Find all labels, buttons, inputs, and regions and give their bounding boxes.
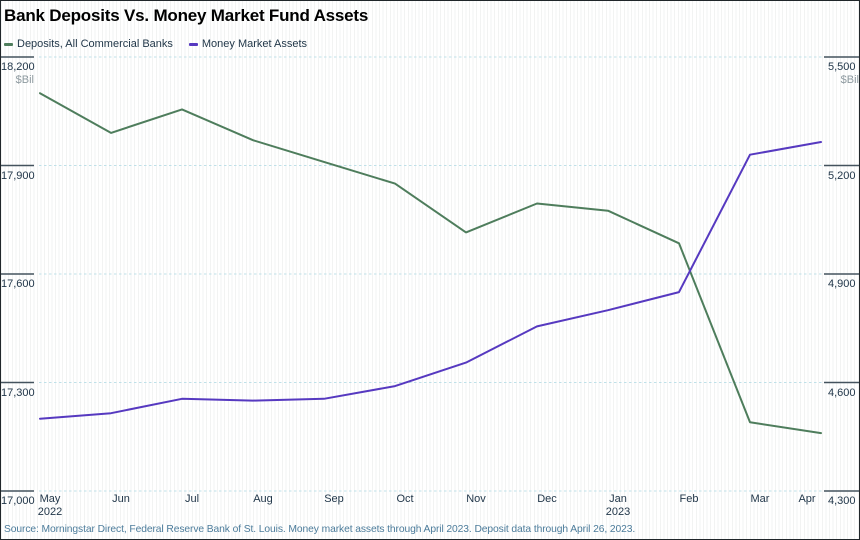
y-axis-label-left: 17,900 bbox=[1, 169, 35, 182]
x-axis-label: Feb bbox=[679, 493, 699, 505]
legend-item-money-market: Money Market Assets bbox=[188, 38, 308, 50]
x-axis-label: May bbox=[39, 493, 61, 505]
legend-label-deposits: Deposits, All Commercial Banks bbox=[17, 38, 173, 50]
y-axis-label-right: 4,300 bbox=[828, 495, 856, 507]
money-market-line-swatch-icon bbox=[188, 42, 198, 46]
left-axis-unit: $Bil bbox=[15, 74, 34, 86]
y-axis-label-left: 17,000 bbox=[1, 495, 35, 507]
y-axis-label-left: 17,300 bbox=[1, 386, 35, 399]
legend: Deposits, All Commercial Banks Money Mar… bbox=[4, 38, 307, 50]
y-axis-label-right: 5,500 bbox=[828, 61, 856, 73]
year-label: 2023 bbox=[605, 506, 631, 518]
x-axis-label: Jun bbox=[112, 493, 130, 505]
money-market-line bbox=[39, 141, 822, 420]
y-axis-label-right: 4,600 bbox=[828, 386, 856, 399]
x-axis-label: Mar bbox=[750, 493, 770, 505]
x-axis-label: Sep bbox=[324, 493, 344, 505]
year-label: 2022 bbox=[37, 506, 63, 518]
legend-item-deposits: Deposits, All Commercial Banks bbox=[4, 38, 173, 50]
source-note: Source: Morningstar Direct, Federal Rese… bbox=[4, 524, 636, 535]
x-axis-label: Jan bbox=[609, 493, 627, 505]
deposits-line-swatch-icon bbox=[4, 42, 13, 46]
x-axis-label: Dec bbox=[537, 493, 557, 505]
deposits-line bbox=[39, 92, 822, 435]
y-axis-label-right: 4,900 bbox=[828, 278, 856, 290]
y-axis-label-left: 18,200 bbox=[1, 61, 35, 73]
x-axis-label: Nov bbox=[466, 493, 486, 505]
chart-title: Bank Deposits Vs. Money Market Fund Asse… bbox=[4, 6, 369, 25]
x-axis-label: Jul bbox=[184, 493, 200, 505]
legend-label-money-market: Money Market Assets bbox=[201, 38, 308, 50]
x-axis-label: Aug bbox=[253, 493, 273, 505]
y-axis-label-left: 17,600 bbox=[1, 278, 35, 290]
x-axis-label: Oct bbox=[396, 493, 414, 505]
right-axis-unit: $Bil bbox=[840, 74, 859, 86]
y-axis-label-right: 5,200 bbox=[828, 169, 856, 182]
x-axis-label: Apr bbox=[798, 493, 816, 505]
